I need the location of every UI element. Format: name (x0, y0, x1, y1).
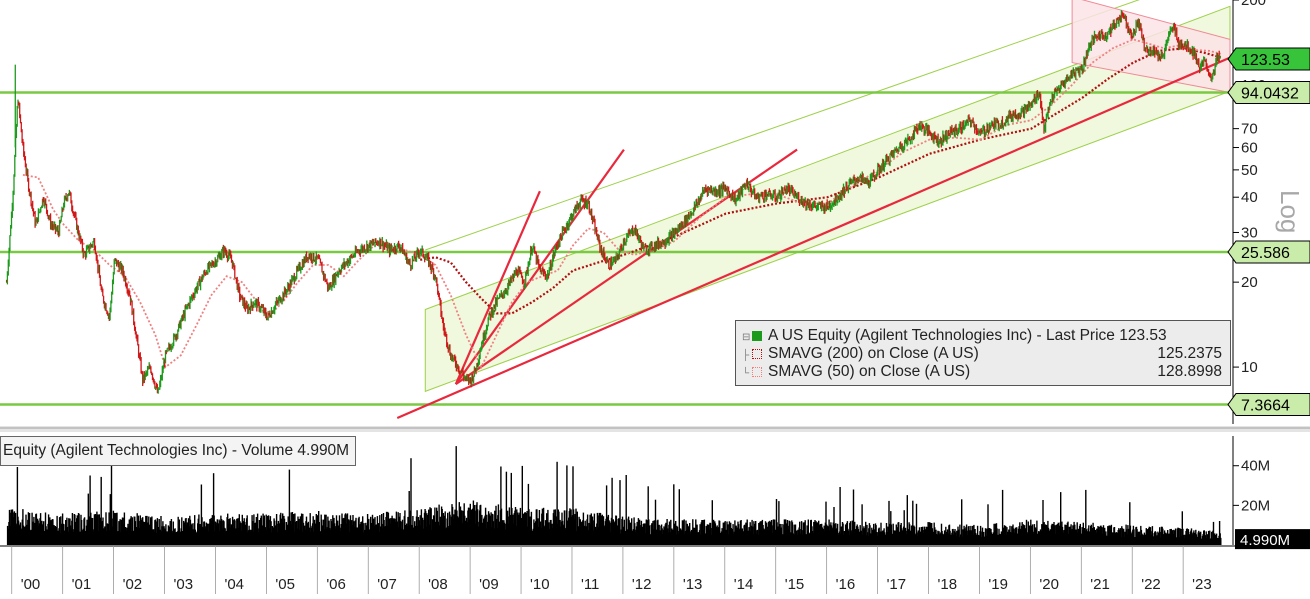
time-axis-tick-label: '10 (530, 576, 550, 593)
tag-value: 123.53 (1241, 52, 1290, 69)
price-axis-tick-label: 60 (1241, 140, 1258, 157)
time-axis-tick-label: '03 (174, 576, 194, 593)
price-axis-tick-label: 70 (1241, 121, 1258, 138)
time-axis-tick-label: '06 (326, 576, 346, 593)
legend-sma50-value: 128.8998 (1157, 363, 1222, 380)
time-axis-tick-label: '05 (275, 576, 295, 593)
tree-icon: ⊟ (742, 332, 751, 343)
legend-row-price: ⊟ A US Equity (Agilent Technologies Inc)… (736, 327, 1222, 345)
time-axis-tick-label: '18 (938, 576, 958, 593)
time-axis-tick-label: '07 (377, 576, 397, 593)
time-axis-tick-label: '17 (887, 576, 907, 593)
level-tag: 7.3664 (1227, 393, 1310, 417)
price-swatch-icon (752, 331, 762, 341)
sma50-line (22, 38, 1222, 370)
time-axis-tick-label: '04 (224, 576, 244, 593)
trend-line (455, 148, 798, 386)
level-tag: 94.0432 (1227, 80, 1310, 104)
price-series (5, 10, 1221, 394)
time-axis-tick-label: '23 (1192, 576, 1212, 593)
legend-sma200-value: 125.2375 (1157, 345, 1222, 362)
volume-last-value: 4.990M (1240, 532, 1290, 549)
tag-value: 25.586 (1241, 245, 1290, 262)
sma50-swatch-icon (752, 367, 762, 377)
time-axis-tick-label: '21 (1090, 576, 1110, 593)
trend-line (454, 190, 541, 385)
tree-branch-icon: ├ (742, 350, 750, 361)
time-axis-tick-label: '11 (581, 576, 599, 593)
price-axis-tick-label: 30 (1241, 224, 1258, 241)
sma200-line (420, 47, 1222, 315)
price-axis-tick-label: 10 (1241, 359, 1258, 376)
time-axis-tick-label: '08 (428, 576, 448, 593)
volume-legend-label: Equity (Agilent Technologies Inc) - Volu… (3, 442, 294, 459)
volume-legend-value: 4.990M (297, 442, 350, 459)
time-axis-tick-label: '15 (785, 576, 805, 593)
panel-divider (0, 426, 1310, 432)
time-axis-tick-label: '22 (1141, 576, 1161, 593)
time-axis-tick-label: '16 (836, 576, 856, 593)
price-axis-tick-label: 50 (1241, 162, 1258, 179)
level-tag: 25.586 (1227, 240, 1310, 264)
axis-scale-label: Log (1275, 190, 1305, 233)
time-axis-tick-label: '14 (734, 576, 754, 593)
tag-shape (1227, 393, 1310, 417)
tag-shape (1227, 240, 1310, 264)
time-axis-tick-label: '12 (632, 576, 652, 593)
sma200-swatch-icon (752, 349, 762, 359)
price-axis-tick-label: 20 (1241, 274, 1258, 291)
volume-last-tag (1235, 529, 1310, 550)
price-axis-tick-label: 200 (1241, 0, 1266, 9)
legend-row-sma200: ├ SMAVG (200) on Close (A US) 125.2375 (736, 345, 1222, 363)
legend-row-sma50: └ SMAVG (50) on Close (A US) 128.8998 (736, 363, 1222, 381)
tag-shape (1227, 80, 1310, 104)
time-axis-tick-label: '09 (479, 576, 499, 593)
volume-legend: Equity (Agilent Technologies Inc) - Volu… (0, 436, 357, 466)
legend-sma50-name: SMAVG (50) on Close (A US) (768, 363, 971, 380)
time-axis-tick-label: '02 (123, 576, 143, 593)
time-axis-tick-label: '00 (21, 576, 41, 593)
tag-value: 7.3664 (1241, 398, 1290, 415)
legend-price-label: A US Equity (Agilent Technologies Inc) -… (768, 327, 1167, 344)
volume-series (6, 446, 1222, 545)
price-axis-tick-label: 40 (1241, 189, 1258, 206)
time-axis-tick-label: '13 (683, 576, 703, 593)
tree-branch-end-icon: └ (742, 368, 750, 379)
last-price-tag: 123.53 (1227, 47, 1310, 71)
time-axis-tick-label: '19 (988, 576, 1008, 593)
time-axis-tick-label: '20 (1039, 576, 1059, 593)
volume-axis-tick-label: 40M (1241, 458, 1270, 475)
tag-value: 94.0432 (1241, 85, 1299, 102)
tag-shape (1227, 47, 1310, 71)
chart-legend: ⊟ A US Equity (Agilent Technologies Inc)… (735, 320, 1231, 386)
trend-line (396, 56, 1231, 420)
legend-sma200-name: SMAVG (200) on Close (A US) (768, 345, 979, 362)
volume-axis-tick-label: 20M (1241, 497, 1270, 514)
time-axis-tick-label: '01 (72, 576, 92, 593)
